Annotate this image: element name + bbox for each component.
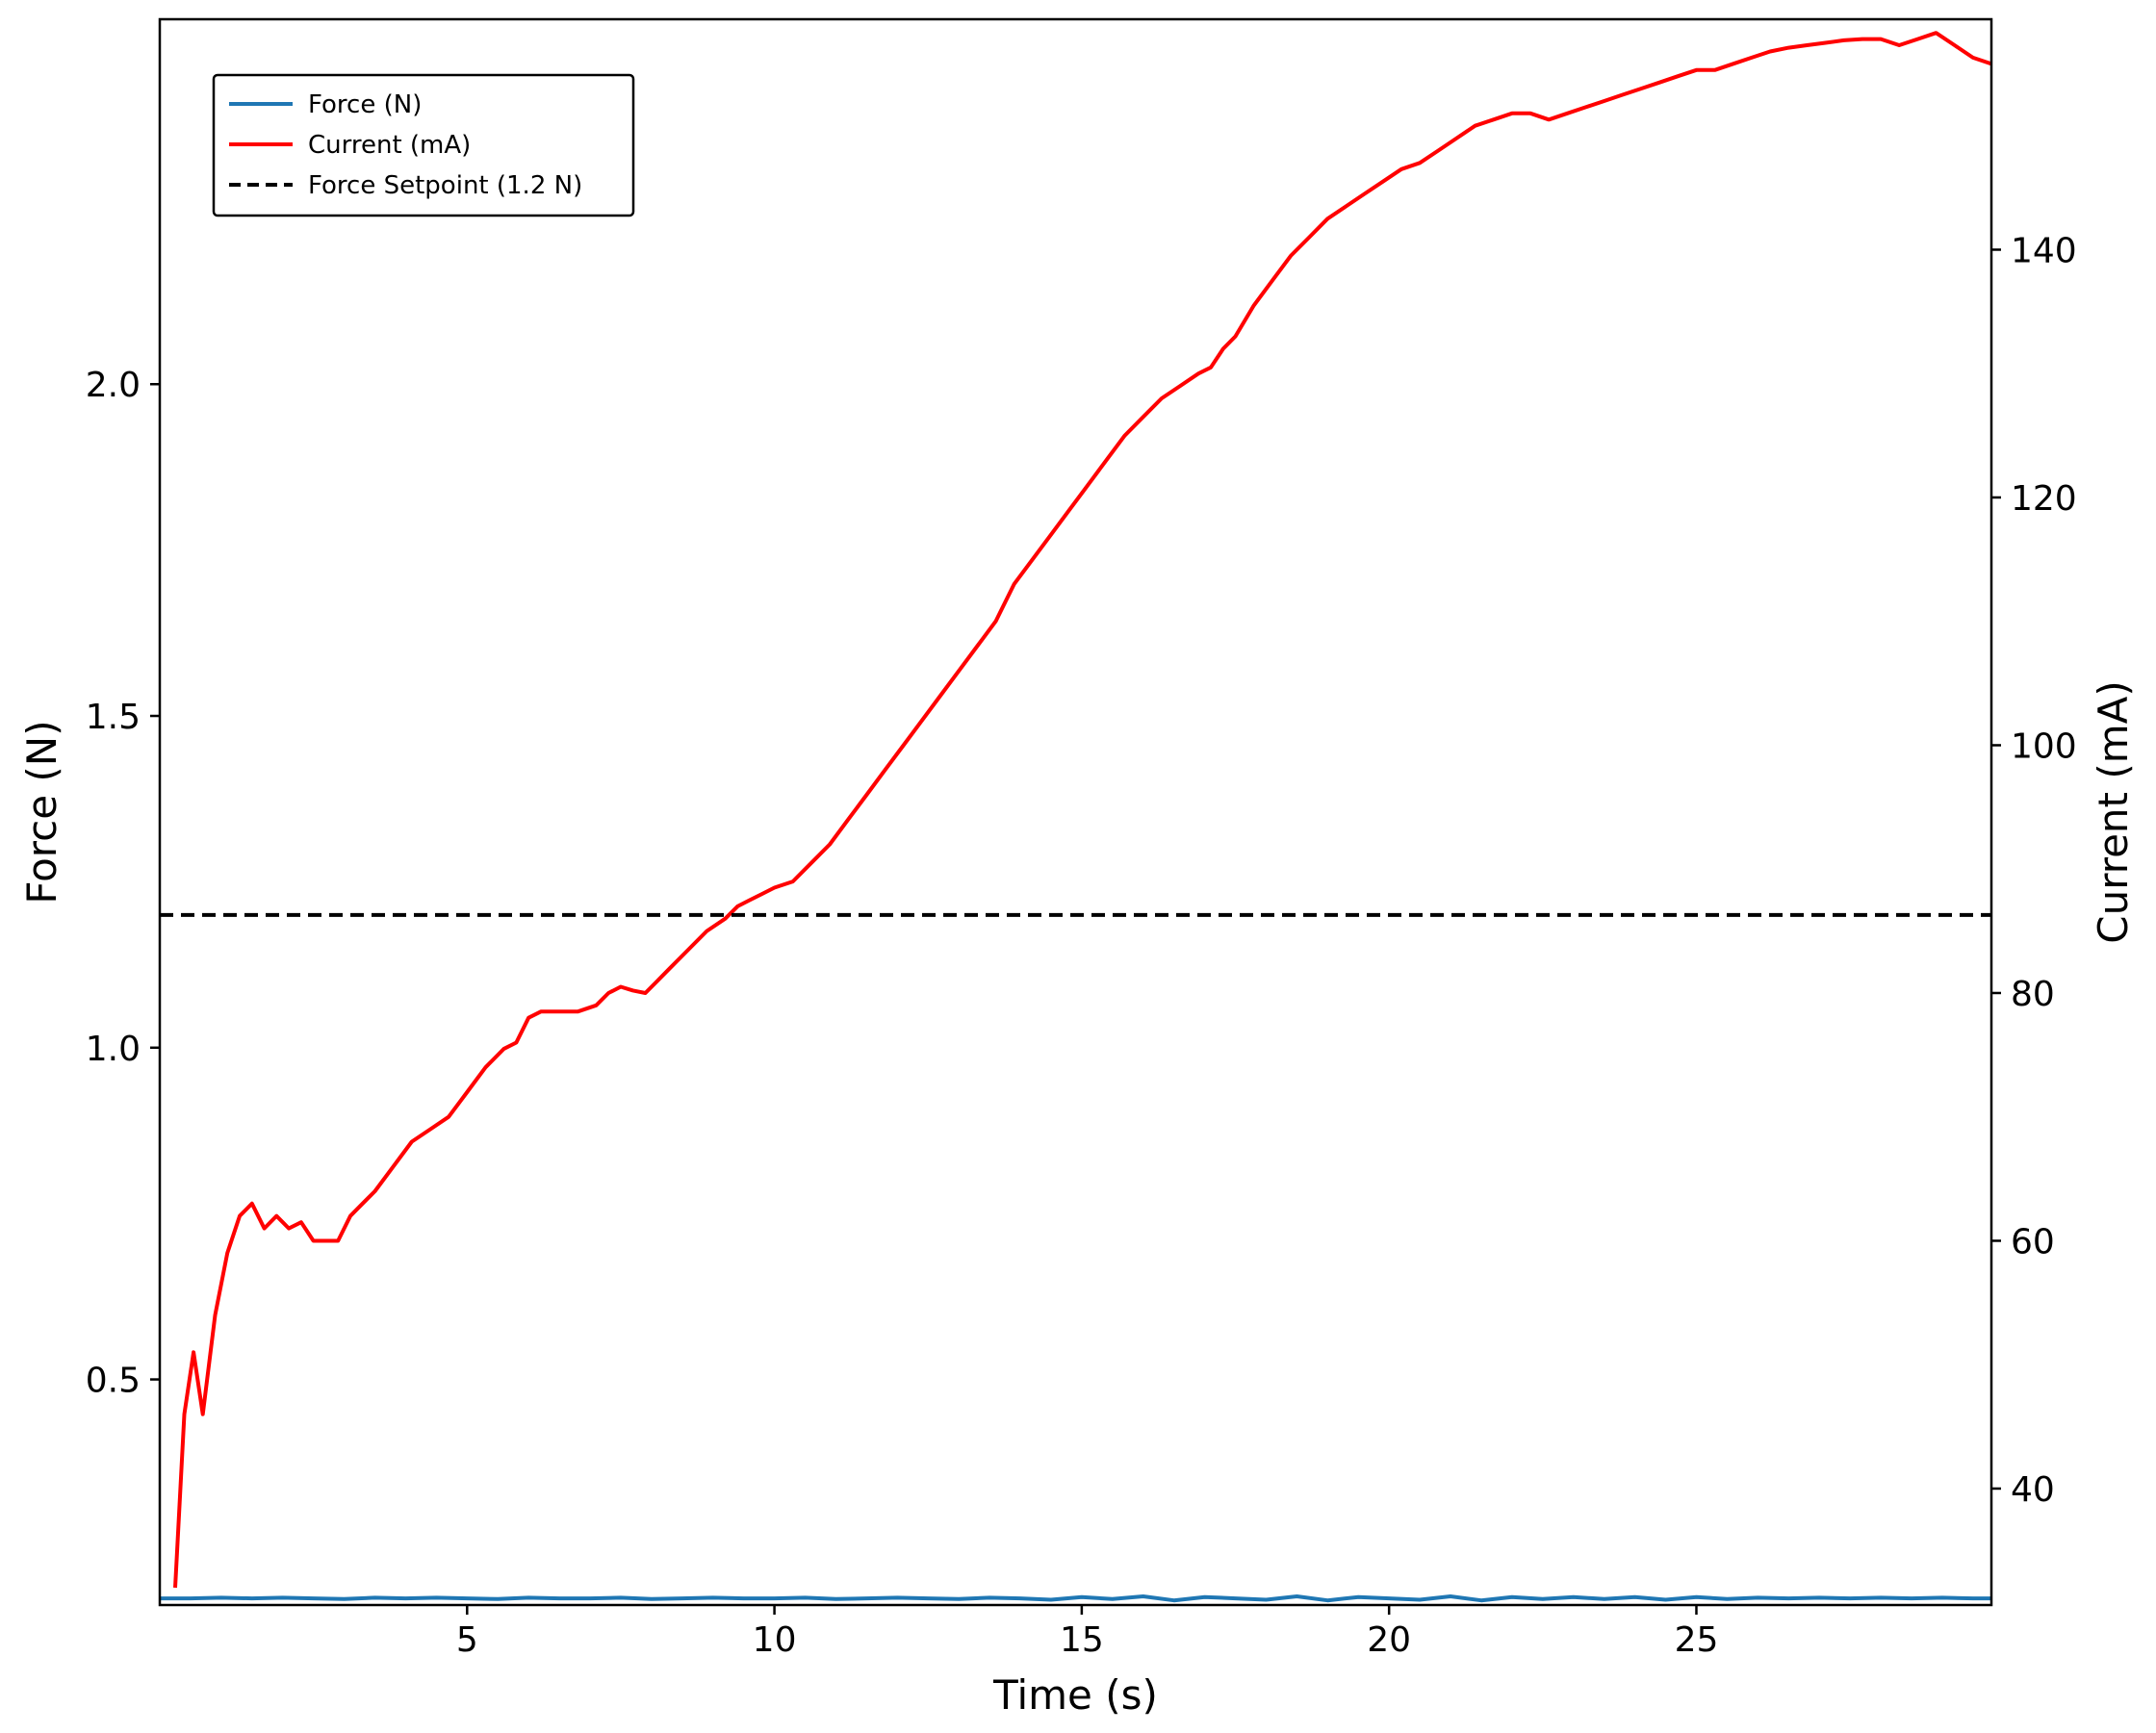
ticks-layer: 5 10 15 20 25 0.5 1.0 1.5 2.0 40 60 80 100 120 140 <box>86 231 2077 1660</box>
series-force-line <box>160 1594 1991 1603</box>
series-layer <box>160 31 1991 1603</box>
legend-label-current: Current (mA) <box>308 131 471 160</box>
y-left-tick-label: 2.0 <box>86 366 141 405</box>
y-left-tick-label: 1.0 <box>86 1030 141 1069</box>
y-right-tick-label: 140 <box>2011 231 2077 270</box>
legend-label-force: Force (N) <box>308 90 422 119</box>
x-tick-label: 25 <box>1675 1620 1719 1660</box>
x-tick-label: 20 <box>1367 1620 1411 1660</box>
y-right-tick-label: 100 <box>2011 726 2077 766</box>
x-tick-label: 5 <box>456 1620 478 1660</box>
series-current-line <box>173 31 1991 1589</box>
y-right-tick-label: 40 <box>2011 1470 2055 1510</box>
y-left-tick-label: 0.5 <box>86 1362 141 1401</box>
y-left-tick-label: 1.5 <box>86 698 141 737</box>
y-axis-right-label: Current (mA) <box>2090 680 2137 944</box>
x-axis-label: Time (s) <box>992 1671 1158 1719</box>
x-tick-label: 15 <box>1060 1620 1104 1660</box>
legend-label-setpoint: Force Setpoint (1.2 N) <box>308 171 582 200</box>
legend: Force (N) Current (mA) Force Setpoint (1… <box>212 73 635 217</box>
plot-frame <box>158 17 1993 1607</box>
y-axis-left-label: Force (N) <box>18 720 65 904</box>
legend-box <box>212 73 635 217</box>
y-right-tick-label: 60 <box>2011 1222 2055 1262</box>
y-right-tick-label: 80 <box>2011 975 2055 1014</box>
x-tick-label: 10 <box>753 1620 797 1660</box>
y-right-tick-label: 120 <box>2011 479 2077 519</box>
